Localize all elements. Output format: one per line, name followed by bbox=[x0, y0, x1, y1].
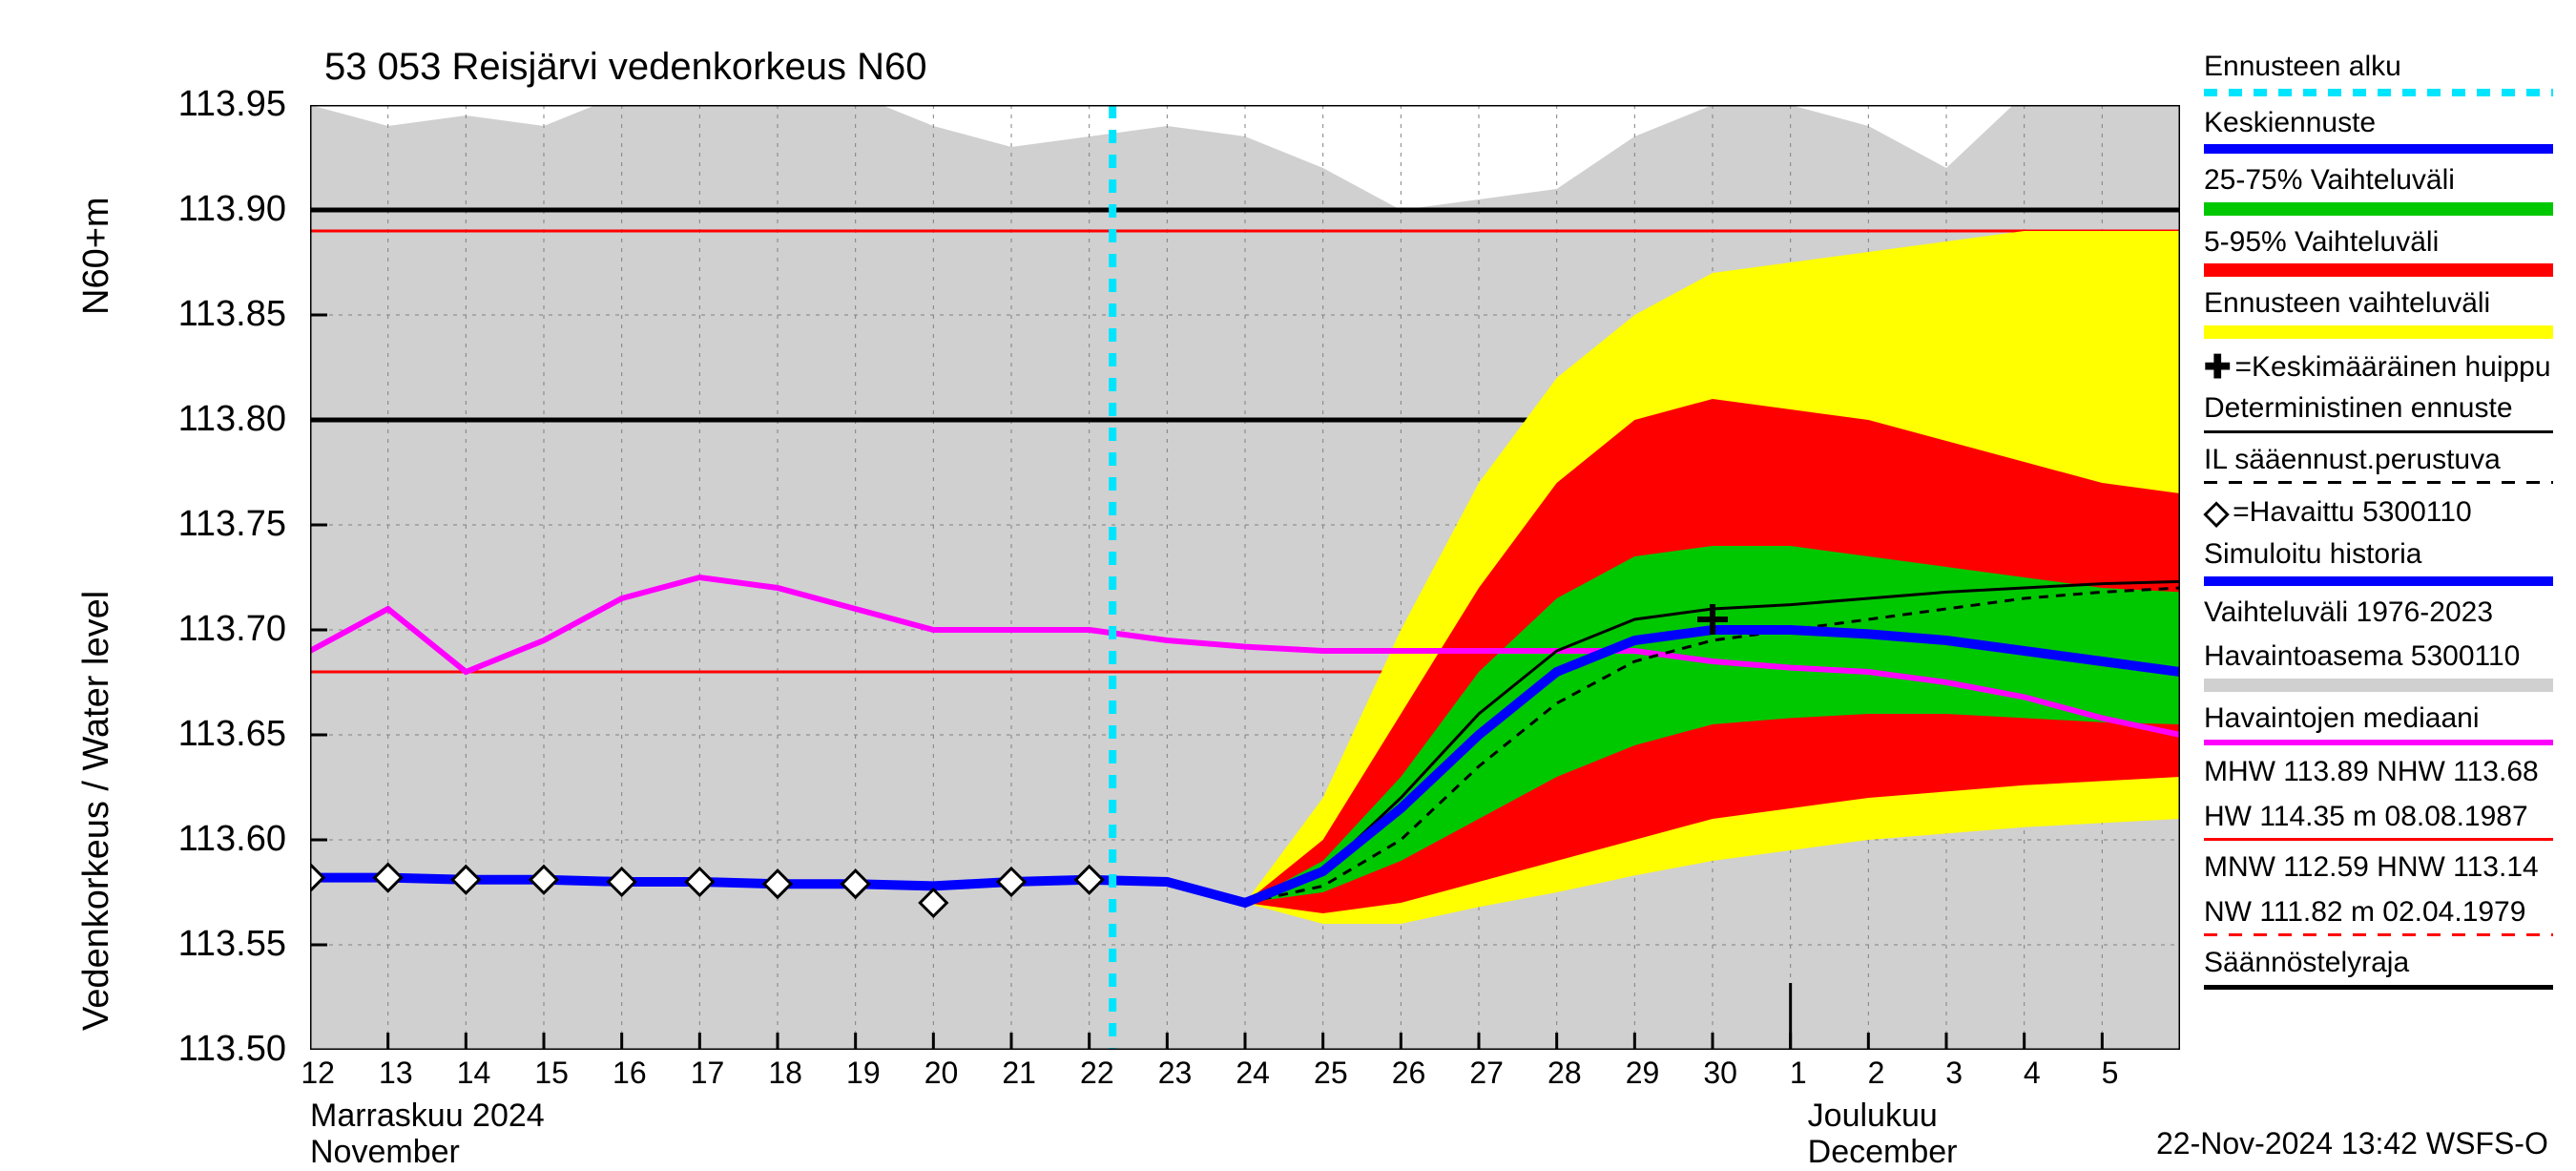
legend: Ennusteen alku Keskiennuste 25-75% Vaihtel… bbox=[2204, 48, 2557, 997]
legend-item: Vaihteluväli 1976-2023 bbox=[2204, 594, 2557, 638]
legend-label: NW 111.82 m 02.04.1979 bbox=[2204, 893, 2553, 932]
legend-swatch bbox=[2204, 740, 2553, 745]
legend-label: Säännöstelyraja bbox=[2204, 944, 2553, 983]
ytick-label: 113.65 bbox=[0, 714, 286, 755]
legend-swatch bbox=[2204, 481, 2553, 484]
legend-swatch bbox=[2204, 576, 2553, 586]
legend-item: HW 114.35 m 08.08.1987 bbox=[2204, 798, 2557, 842]
legend-item: MHW 113.89 NHW 113.68 bbox=[2204, 753, 2557, 798]
xtick-label: 3 bbox=[1945, 1056, 1963, 1091]
legend-label: =Keskimääräinen huippu bbox=[2235, 350, 2551, 382]
legend-item: Havaintoasema 5300110 bbox=[2204, 638, 2557, 692]
legend-swatch bbox=[2204, 202, 2553, 216]
legend-label: Deterministinen ennuste bbox=[2204, 389, 2553, 429]
legend-item: ✚=Keskimääräinen huippu bbox=[2204, 346, 2557, 390]
legend-label: IL sääennust.perustuva bbox=[2204, 441, 2553, 480]
page: 53 053 Reisjärvi vedenkorkeus N60 N60+m … bbox=[0, 0, 2576, 1145]
legend-label: Ennusteen alku bbox=[2204, 48, 2553, 87]
ytick-label: 113.55 bbox=[0, 924, 286, 965]
legend-item: NW 111.82 m 02.04.1979 bbox=[2204, 893, 2557, 937]
month1-bottom: November bbox=[310, 1134, 460, 1171]
ytick-label: 113.95 bbox=[0, 84, 286, 125]
xtick-label: 1 bbox=[1790, 1056, 1807, 1091]
legend-swatch bbox=[2204, 679, 2553, 692]
legend-swatch bbox=[2204, 89, 2553, 96]
plus-icon: ✚ bbox=[2204, 346, 2232, 390]
ytick-label: 113.70 bbox=[0, 609, 286, 650]
xtick-label: 30 bbox=[1703, 1056, 1737, 1091]
legend-item: IL sääennust.perustuva bbox=[2204, 441, 2557, 485]
ytick-label: 113.60 bbox=[0, 819, 286, 860]
legend-label: 5-95% Vaihteluväli bbox=[2204, 223, 2553, 262]
xtick-label: 16 bbox=[613, 1056, 647, 1091]
ytick-label: 113.80 bbox=[0, 399, 286, 440]
legend-item: Säännöstelyraja bbox=[2204, 944, 2557, 990]
legend-swatch bbox=[2204, 933, 2553, 936]
legend-label: MHW 113.89 NHW 113.68 bbox=[2204, 753, 2553, 792]
legend-item: Deterministinen ennuste bbox=[2204, 389, 2557, 433]
legend-item: Keskiennuste bbox=[2204, 104, 2557, 155]
legend-label: Vaihteluväli 1976-2023 bbox=[2204, 594, 2553, 633]
xtick-label: 14 bbox=[457, 1056, 491, 1091]
legend-swatch bbox=[2204, 263, 2553, 277]
legend-swatch bbox=[2204, 430, 2553, 433]
xtick-label: 27 bbox=[1469, 1056, 1504, 1091]
xtick-label: 22 bbox=[1080, 1056, 1114, 1091]
diamond-icon: ◇ bbox=[2204, 491, 2229, 535]
legend-label: 25-75% Vaihteluväli bbox=[2204, 161, 2553, 200]
xtick-label: 24 bbox=[1236, 1056, 1270, 1091]
ytick-label: 113.85 bbox=[0, 294, 286, 335]
chart-title: 53 053 Reisjärvi vedenkorkeus N60 bbox=[324, 46, 926, 89]
xtick-label: 25 bbox=[1314, 1056, 1348, 1091]
ytick-label: 113.90 bbox=[0, 189, 286, 230]
legend-item: ◇=Havaittu 5300110 bbox=[2204, 491, 2557, 535]
xtick-label: 23 bbox=[1158, 1056, 1193, 1091]
xtick-label: 26 bbox=[1392, 1056, 1426, 1091]
xtick-label: 20 bbox=[924, 1056, 959, 1091]
chart-plot bbox=[310, 105, 2180, 1050]
xtick-label: 13 bbox=[379, 1056, 413, 1091]
xtick-label: 5 bbox=[2102, 1056, 2119, 1091]
xtick-label: 28 bbox=[1548, 1056, 1582, 1091]
month1-top: Marraskuu 2024 bbox=[310, 1098, 545, 1135]
legend-label: MNW 112.59 HNW 113.14 bbox=[2204, 848, 2553, 888]
legend-item: MNW 112.59 HNW 113.14 bbox=[2204, 848, 2557, 893]
legend-label: HW 114.35 m 08.08.1987 bbox=[2204, 798, 2553, 837]
month2-top: Joulukuu bbox=[1808, 1098, 1938, 1135]
xtick-label: 12 bbox=[301, 1056, 335, 1091]
legend-swatch bbox=[2204, 325, 2553, 339]
xtick-label: 19 bbox=[846, 1056, 881, 1091]
legend-label: Ennusteen vaihteluväli bbox=[2204, 284, 2553, 324]
legend-item: Havaintojen mediaani bbox=[2204, 700, 2557, 746]
month2-bottom: December bbox=[1808, 1134, 1958, 1171]
xtick-label: 2 bbox=[1868, 1056, 1885, 1091]
legend-item: Ennusteen vaihteluväli bbox=[2204, 284, 2557, 339]
xtick-label: 15 bbox=[534, 1056, 569, 1091]
legend-item: Ennusteen alku bbox=[2204, 48, 2557, 96]
legend-item: Simuloitu historia bbox=[2204, 535, 2557, 586]
legend-label: Simuloitu historia bbox=[2204, 535, 2553, 575]
legend-label: Keskiennuste bbox=[2204, 104, 2553, 143]
legend-label: Havaintoasema 5300110 bbox=[2204, 638, 2553, 677]
legend-swatch bbox=[2204, 985, 2553, 990]
legend-swatch bbox=[2204, 144, 2553, 154]
legend-label: Havaintojen mediaani bbox=[2204, 700, 2553, 739]
legend-item: 25-75% Vaihteluväli bbox=[2204, 161, 2557, 216]
legend-label: =Havaittu 5300110 bbox=[2233, 496, 2471, 528]
ytick-label: 113.50 bbox=[0, 1029, 286, 1070]
xtick-label: 29 bbox=[1626, 1056, 1660, 1091]
legend-item: 5-95% Vaihteluväli bbox=[2204, 223, 2557, 278]
legend-swatch bbox=[2204, 838, 2553, 841]
xtick-label: 21 bbox=[1002, 1056, 1036, 1091]
xtick-label: 4 bbox=[2024, 1056, 2041, 1091]
xtick-label: 17 bbox=[691, 1056, 725, 1091]
timestamp: 22-Nov-2024 13:42 WSFS-O bbox=[2156, 1126, 2548, 1161]
ytick-label: 113.75 bbox=[0, 504, 286, 545]
xtick-label: 18 bbox=[768, 1056, 802, 1091]
